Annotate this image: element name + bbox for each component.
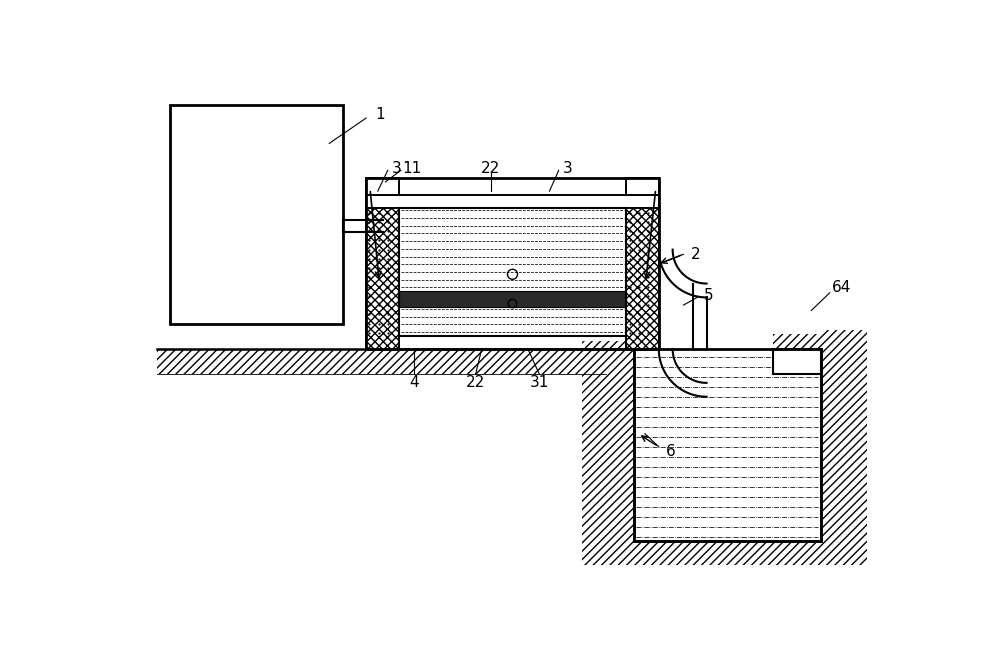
Bar: [634, 349, 821, 541]
Bar: [170, 105, 343, 324]
Text: 11: 11: [403, 161, 422, 176]
Bar: [399, 208, 626, 336]
Bar: [634, 349, 821, 541]
Bar: [821, 330, 867, 565]
Bar: [399, 208, 626, 336]
Bar: [366, 195, 399, 349]
Bar: [399, 291, 626, 306]
Bar: [366, 178, 659, 349]
Text: 5: 5: [704, 287, 714, 302]
Bar: [633, 540, 822, 565]
Bar: [157, 349, 636, 374]
Text: 1: 1: [375, 107, 385, 121]
Text: 22: 22: [466, 375, 485, 390]
Text: 3: 3: [563, 161, 573, 176]
Bar: [366, 195, 399, 349]
Text: 4: 4: [409, 375, 419, 390]
Bar: [366, 178, 399, 195]
Text: 2: 2: [691, 247, 701, 262]
Bar: [366, 195, 659, 208]
Bar: [626, 178, 659, 195]
Bar: [626, 195, 659, 349]
Text: 22: 22: [481, 161, 501, 176]
Text: 64: 64: [832, 280, 852, 295]
Bar: [582, 341, 636, 565]
Bar: [606, 349, 636, 374]
Bar: [626, 195, 659, 349]
Bar: [773, 334, 822, 349]
Bar: [773, 349, 821, 375]
Text: 3: 3: [392, 161, 402, 176]
Text: 31: 31: [530, 375, 549, 390]
Text: 6: 6: [665, 444, 675, 459]
